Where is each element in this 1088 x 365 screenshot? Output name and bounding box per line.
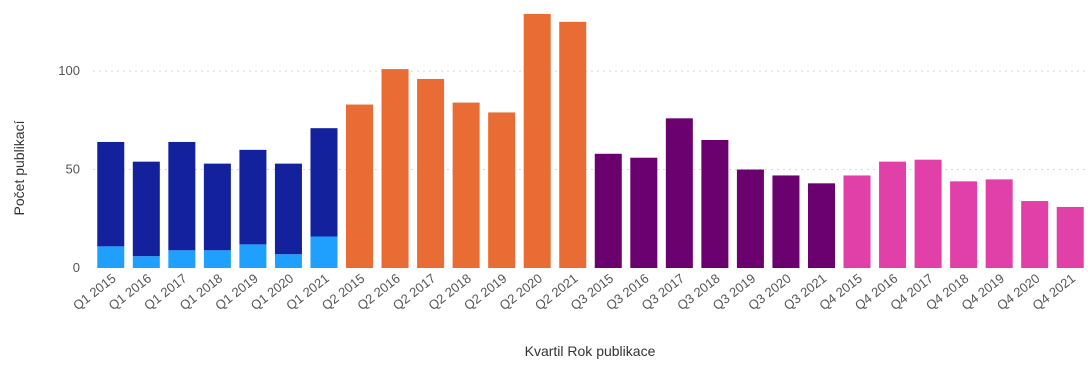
bar-q3-2021-s3[interactable]	[807, 183, 835, 268]
bar-q1-2017-s0[interactable]	[168, 250, 196, 268]
bar-q3-2019-s3[interactable]	[736, 169, 764, 268]
y-tick-label: 100	[58, 63, 80, 78]
y-tick-label: 0	[73, 260, 80, 275]
bar-q1-2018-s0[interactable]	[203, 250, 231, 268]
bar-q4-2017-s4[interactable]	[914, 159, 942, 268]
bar-q2-2020-s2[interactable]	[523, 13, 551, 268]
bar-q2-2015-s2[interactable]	[346, 104, 374, 268]
bar-q2-2018-s2[interactable]	[452, 102, 480, 268]
bar-q1-2016-s0[interactable]	[132, 256, 160, 268]
y-axis-ticks: 0 50 100	[58, 63, 80, 275]
bar-q4-2021-s4[interactable]	[1056, 206, 1084, 268]
bar-q2-2021-s2[interactable]	[559, 21, 587, 268]
bar-q2-2017-s2[interactable]	[417, 78, 445, 268]
bar-q4-2016-s4[interactable]	[879, 161, 907, 268]
y-tick-label: 50	[66, 162, 80, 177]
bar-q2-2016-s2[interactable]	[381, 69, 409, 268]
y-axis-title: Počet publikací	[11, 120, 27, 215]
bar-q1-2021-s1[interactable]	[310, 128, 338, 237]
bar-q2-2019-s2[interactable]	[488, 112, 516, 269]
bar-q1-2015-s0[interactable]	[97, 246, 125, 268]
bar-q4-2018-s4[interactable]	[950, 181, 978, 268]
bar-q1-2020-s1[interactable]	[274, 163, 302, 255]
bar-q1-2021-s0[interactable]	[310, 236, 338, 268]
bar-q4-2015-s4[interactable]	[843, 175, 871, 268]
bar-q3-2018-s3[interactable]	[701, 140, 729, 268]
bar-q1-2019-s0[interactable]	[239, 244, 267, 268]
bar-q3-2016-s3[interactable]	[630, 157, 658, 268]
x-axis-title: Kvartil Rok publikace	[525, 343, 656, 359]
bar-q1-2015-s1[interactable]	[97, 141, 125, 247]
bar-q4-2020-s4[interactable]	[1021, 201, 1049, 268]
bar-q3-2020-s3[interactable]	[772, 175, 800, 268]
bar-q1-2018-s1[interactable]	[203, 163, 231, 251]
bars	[97, 13, 1084, 269]
bar-q1-2020-s0[interactable]	[274, 254, 302, 268]
bar-q3-2017-s3[interactable]	[665, 118, 693, 268]
bar-q3-2015-s3[interactable]	[594, 153, 622, 268]
bar-q4-2019-s4[interactable]	[985, 179, 1013, 268]
bar-q1-2019-s1[interactable]	[239, 149, 267, 245]
bar-q1-2016-s1[interactable]	[132, 161, 160, 257]
bar-q1-2017-s1[interactable]	[168, 141, 196, 251]
